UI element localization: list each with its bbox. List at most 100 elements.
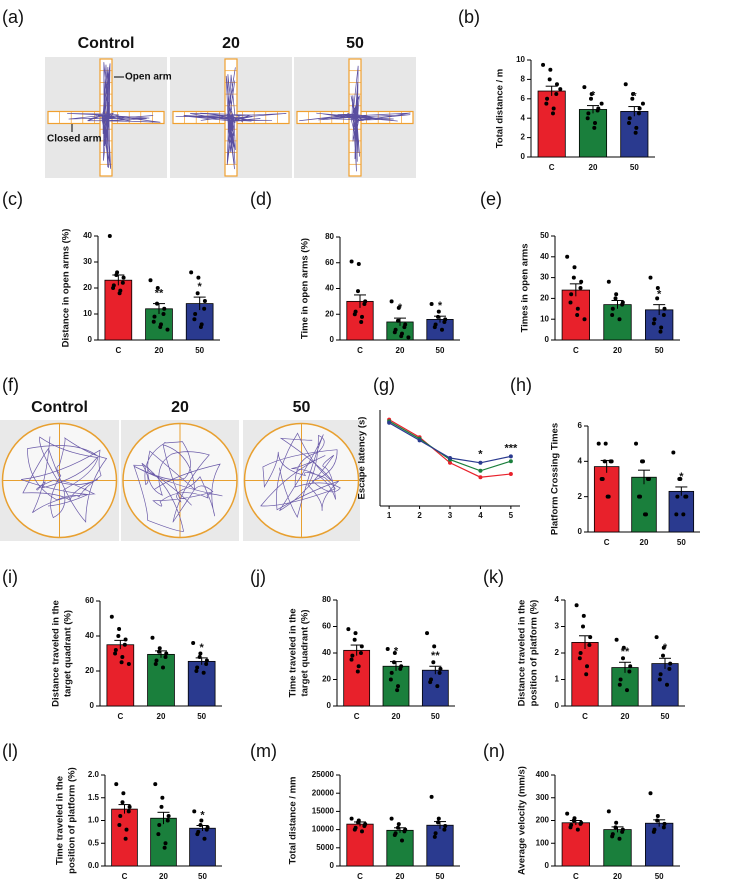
data-point — [634, 125, 639, 130]
data-point — [432, 644, 437, 649]
data-point — [655, 813, 660, 818]
bar — [593, 466, 620, 533]
data-point — [392, 651, 397, 655]
data-point — [150, 635, 155, 640]
data-point — [588, 635, 593, 640]
data-point — [603, 441, 608, 446]
significance: ** — [621, 646, 630, 658]
data-point — [659, 325, 664, 330]
y-tick-label: 2 — [555, 648, 560, 657]
data-point — [195, 291, 200, 296]
y-axis-label: target quadrant (%) — [300, 609, 311, 696]
data-point — [349, 259, 354, 264]
x-tick-label: 20 — [157, 712, 166, 721]
x-tick-label: C — [357, 346, 363, 355]
data-point — [360, 829, 364, 834]
data-point — [198, 651, 203, 656]
line-marker — [448, 456, 452, 460]
data-point — [548, 67, 553, 72]
data-point — [192, 317, 197, 322]
data-point — [358, 651, 363, 655]
data-point — [126, 809, 131, 814]
y-tick-label: 6 — [521, 94, 526, 103]
data-point — [592, 125, 597, 130]
significance: * — [394, 646, 399, 658]
data-point — [661, 313, 666, 318]
significance: * — [200, 809, 205, 821]
y-tick-label: 200 — [536, 816, 550, 825]
data-point — [569, 292, 574, 297]
data-point — [620, 302, 625, 307]
x-tick-label: 50 — [655, 346, 664, 355]
y-axis-label: Distance traveled in the — [517, 600, 528, 707]
swim-path — [260, 432, 341, 519]
y-tick-label: 10000 — [312, 825, 335, 834]
image-title: Control — [78, 35, 135, 52]
data-point — [675, 494, 680, 499]
data-point — [575, 306, 580, 311]
bar — [611, 667, 639, 707]
data-point — [156, 832, 161, 837]
data-point — [116, 634, 121, 638]
y-axis-label: Distance in open arms (%) — [61, 229, 72, 348]
data-point — [578, 651, 583, 655]
data-point — [658, 329, 663, 334]
data-point — [157, 646, 162, 651]
y-axis-label: target quadrant (%) — [63, 610, 74, 697]
data-point — [662, 306, 667, 311]
panel-label: (a) — [2, 7, 24, 27]
data-point — [204, 658, 209, 663]
data-point — [152, 314, 157, 319]
y-tick-label: 60 — [325, 258, 334, 267]
bar — [561, 822, 590, 867]
data-point — [202, 306, 207, 311]
data-point — [204, 827, 209, 832]
data-point — [161, 665, 165, 670]
data-point — [575, 313, 580, 318]
data-point — [111, 286, 116, 290]
data-point — [191, 641, 196, 645]
data-point — [550, 111, 555, 116]
panel-label: (e) — [480, 189, 502, 209]
data-point — [614, 292, 619, 297]
data-point — [359, 319, 364, 324]
data-point — [584, 672, 589, 677]
x-tick-label: 1 — [387, 511, 392, 520]
data-point — [587, 643, 592, 648]
y-axis-label: Distance traveled in the — [51, 600, 62, 707]
data-point — [202, 299, 207, 303]
data-point — [392, 833, 397, 838]
bar — [104, 279, 133, 341]
data-point — [122, 642, 127, 647]
line-marker — [478, 460, 483, 465]
data-point — [655, 818, 660, 823]
data-point — [575, 827, 580, 832]
data-point — [189, 270, 194, 275]
data-point — [154, 658, 159, 663]
data-point — [668, 661, 673, 666]
data-point — [428, 680, 433, 685]
data-point — [162, 845, 167, 850]
data-point — [161, 312, 166, 316]
x-tick-label: 20 — [589, 163, 598, 172]
y-tick-label: 0 — [545, 335, 550, 344]
data-point — [160, 795, 165, 800]
x-tick-label: 20 — [159, 872, 168, 881]
x-tick-label: C — [115, 346, 121, 355]
data-point — [677, 477, 682, 481]
data-point — [431, 660, 436, 665]
significance: * — [657, 289, 662, 301]
data-point — [120, 655, 125, 659]
x-tick-label: 50 — [197, 712, 206, 721]
data-point — [432, 834, 437, 839]
data-point — [683, 494, 688, 499]
bar — [578, 109, 608, 158]
y-tick-label: 2.0 — [88, 770, 100, 779]
bar — [645, 822, 674, 867]
data-point — [198, 325, 203, 329]
y-tick-label: 0 — [521, 152, 526, 161]
track — [299, 65, 411, 172]
data-point — [107, 234, 112, 238]
data-point — [667, 666, 672, 671]
x-tick-label: 50 — [195, 346, 204, 355]
